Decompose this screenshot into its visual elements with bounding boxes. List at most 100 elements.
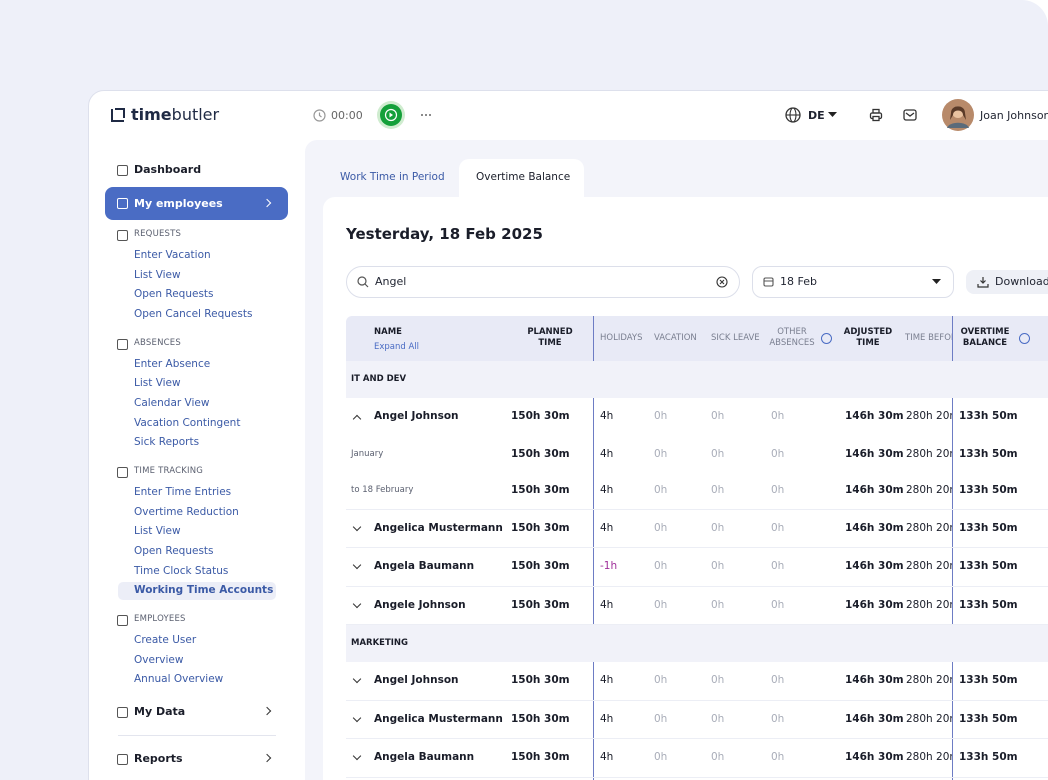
nav-my-data[interactable]: My Data xyxy=(134,705,185,718)
nav-item[interactable]: Calendar View xyxy=(134,397,209,409)
group-name: IT AND DEV xyxy=(351,374,406,384)
nav-item[interactable]: Overtime Reduction xyxy=(134,506,239,518)
download-label[interactable]: Download xyxy=(995,275,1048,288)
cell: 0h xyxy=(771,713,784,725)
cell: 133h 50m xyxy=(959,448,1018,460)
nav-item[interactable]: Open Requests xyxy=(134,545,214,557)
cell: 0h xyxy=(654,599,667,611)
nav-item[interactable]: List View xyxy=(134,525,181,537)
logo-icon xyxy=(110,107,126,123)
employee-name[interactable]: Angelica Mustermann xyxy=(374,713,503,725)
nav-item[interactable]: Create User xyxy=(134,634,196,646)
nav-item[interactable]: Open Cancel Requests xyxy=(134,308,252,320)
caret xyxy=(828,112,837,118)
employee-name[interactable]: Angele Johnson xyxy=(374,599,466,611)
cell: 0h xyxy=(711,560,724,572)
cell: 4h xyxy=(600,410,613,422)
search-text[interactable]: Angel xyxy=(375,275,406,288)
column-header: OVERTIME BALANCE xyxy=(955,327,1015,349)
cell: 4h xyxy=(600,448,613,460)
avatar[interactable] xyxy=(942,99,974,131)
cell: 0h xyxy=(711,522,724,534)
column-header: ADJUSTED TIME xyxy=(840,327,896,349)
section-title: REQUESTS xyxy=(134,229,181,239)
logo-rest: butler xyxy=(172,105,219,124)
tab[interactable]: Overtime Balance xyxy=(476,171,570,183)
nav-item[interactable]: Time Clock Status xyxy=(134,565,228,577)
clear-icon[interactable] xyxy=(716,276,728,288)
nav-item[interactable]: Vacation Contingent xyxy=(134,417,240,429)
employee-name[interactable]: Angela Baumann xyxy=(374,751,474,763)
nav-item[interactable]: List View xyxy=(134,269,181,281)
nav-icon xyxy=(117,198,128,209)
cell: 0h xyxy=(711,410,724,422)
cell: 0h xyxy=(771,522,784,534)
user-name[interactable]: Joan Johnson xyxy=(980,109,1048,122)
more-icon[interactable] xyxy=(420,113,432,117)
date-text[interactable]: 18 Feb xyxy=(780,275,817,288)
nav-item[interactable]: Open Requests xyxy=(134,288,214,300)
expand-all[interactable]: Expand All xyxy=(374,342,419,352)
nav-dashboard[interactable]: Dashboard xyxy=(134,163,201,176)
section-title: EMPLOYEES xyxy=(134,614,186,624)
timer: 00:00 xyxy=(331,109,363,122)
cell: 0h xyxy=(711,484,724,496)
column-header: OTHER ABSENCES xyxy=(762,327,822,349)
period-name: to 18 February xyxy=(351,485,413,495)
nav-item[interactable]: Enter Vacation xyxy=(134,249,211,261)
cell: 280h 20m xyxy=(906,410,952,422)
download-icon xyxy=(977,276,989,288)
nav-icon xyxy=(117,339,128,350)
language[interactable]: DE xyxy=(808,109,825,122)
cell: 146h 30m xyxy=(845,599,904,611)
cell: 0h xyxy=(654,751,667,763)
nav-item[interactable]: Annual Overview xyxy=(134,673,223,685)
nav-my-employees[interactable]: My employees xyxy=(134,197,223,210)
employee-name[interactable]: Angel Johnson xyxy=(374,674,459,686)
column-header: VACATION xyxy=(654,333,704,344)
cell: 150h 30m xyxy=(511,484,570,496)
cell: 0h xyxy=(654,713,667,725)
period-name: January xyxy=(351,449,383,459)
employee-name[interactable]: Angelica Mustermann xyxy=(374,522,503,534)
cell: 150h 30m xyxy=(511,713,570,725)
nav-reports[interactable]: Reports xyxy=(134,752,183,765)
employee-name[interactable]: Angela Baumann xyxy=(374,560,474,572)
cell: -1h xyxy=(600,560,617,572)
nav-item[interactable]: Enter Time Entries xyxy=(134,486,231,498)
nav-item[interactable]: Enter Absence xyxy=(134,358,210,370)
section-title: TIME TRACKING xyxy=(134,466,203,476)
row-border xyxy=(346,547,1048,548)
cell: 146h 30m xyxy=(845,410,904,422)
play-button[interactable] xyxy=(376,100,406,130)
logo: timebutler xyxy=(131,105,219,124)
row-border xyxy=(346,777,1048,778)
tab[interactable]: Work Time in Period xyxy=(340,171,445,183)
cell: 150h 30m xyxy=(511,599,570,611)
nav-item[interactable]: List View xyxy=(134,377,181,389)
cell: 0h xyxy=(711,751,724,763)
cell: 146h 30m xyxy=(845,484,904,496)
nav-item[interactable]: Working Time Accounts xyxy=(134,584,273,596)
nav-item[interactable]: Sick Reports xyxy=(134,436,199,448)
cell: 133h 50m xyxy=(959,522,1018,534)
group-name: MARKETING xyxy=(351,638,408,648)
cell: 0h xyxy=(771,410,784,422)
print-icon[interactable] xyxy=(869,108,883,122)
cell: 0h xyxy=(771,484,784,496)
column-header: SICK LEAVE xyxy=(711,333,766,344)
mail-icon[interactable] xyxy=(903,109,917,121)
help-icon xyxy=(821,333,832,344)
group-row-bg xyxy=(346,361,1048,398)
cell: 280h 20m xyxy=(906,713,952,725)
column-header: TIME BEFORE xyxy=(905,333,952,344)
cell: 4h xyxy=(600,751,613,763)
cell: 0h xyxy=(771,751,784,763)
employee-name[interactable]: Angel Johnson xyxy=(374,410,459,422)
nav-item[interactable]: Overview xyxy=(134,654,183,666)
globe-icon[interactable] xyxy=(785,107,801,123)
cell: 0h xyxy=(654,522,667,534)
calendar-icon xyxy=(763,276,774,287)
separator xyxy=(118,735,276,736)
